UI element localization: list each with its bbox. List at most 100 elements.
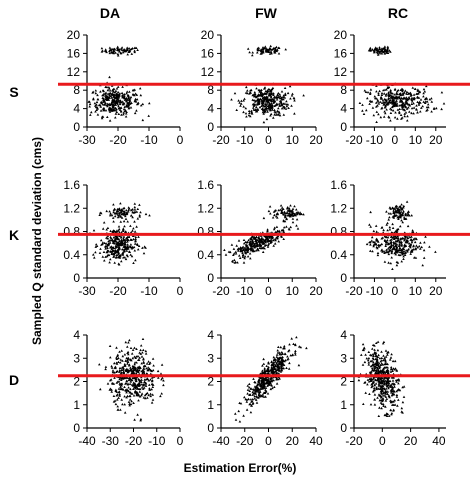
data-point: [133, 210, 137, 214]
data-point: [262, 376, 265, 379]
data-point: [126, 255, 129, 258]
data-point: [142, 386, 146, 389]
data-point: [385, 51, 388, 54]
data-point: [389, 242, 393, 245]
data-point: [88, 105, 91, 108]
data-point: [135, 391, 138, 394]
data-point: [125, 356, 128, 360]
data-point: [257, 378, 261, 381]
data-point: [133, 111, 137, 115]
data-point: [422, 95, 425, 98]
data-point: [371, 364, 374, 367]
data-point: [234, 252, 238, 255]
x-tick-label: 0: [392, 133, 399, 147]
data-point: [117, 244, 120, 247]
data-point: [105, 103, 109, 107]
data-point: [394, 235, 397, 238]
data-point: [116, 353, 120, 356]
data-point: [108, 75, 111, 79]
data-point: [251, 401, 255, 405]
data-point: [122, 95, 126, 98]
data-point: [261, 393, 265, 396]
data-point: [129, 253, 132, 256]
data-point: [273, 51, 277, 54]
data-point: [372, 389, 376, 392]
data-point: [267, 88, 270, 91]
data-point: [265, 90, 269, 93]
data-point: [245, 85, 248, 89]
data-point: [108, 344, 112, 347]
data-point: [138, 369, 141, 372]
data-point: [242, 414, 245, 417]
data-point: [386, 238, 389, 242]
data-point: [125, 391, 128, 394]
data-point: [258, 242, 262, 245]
data-point: [106, 253, 110, 256]
data-point: [100, 116, 104, 120]
data-point: [406, 119, 409, 122]
data-point: [120, 349, 123, 352]
data-point: [408, 214, 411, 217]
data-point: [243, 97, 246, 100]
data-point: [276, 230, 279, 233]
data-point: [407, 106, 410, 109]
data-point: [129, 245, 133, 249]
data-point: [119, 361, 122, 364]
data-point: [401, 89, 404, 93]
data-point: [100, 47, 104, 50]
data-point: [398, 92, 401, 96]
data-point: [389, 370, 393, 373]
data-point: [105, 94, 109, 97]
data-point: [115, 99, 118, 102]
data-point: [373, 97, 377, 100]
data-point: [295, 218, 299, 221]
data-point: [98, 103, 102, 107]
data-point: [269, 241, 272, 244]
data-point: [246, 388, 250, 391]
data-point: [384, 94, 388, 97]
data-point: [258, 244, 261, 247]
data-point: [283, 107, 286, 110]
data-point: [116, 85, 120, 88]
y-tick-label: 0.8: [330, 225, 347, 239]
data-point: [117, 247, 121, 251]
data-point: [112, 255, 115, 258]
data-point: [276, 357, 280, 360]
data-point: [255, 401, 259, 404]
data-point: [115, 242, 118, 246]
data-point: [282, 237, 285, 240]
data-point: [245, 408, 249, 411]
data-point: [104, 109, 108, 112]
data-point: [258, 390, 261, 394]
data-point: [275, 212, 279, 215]
data-point: [391, 236, 395, 239]
data-point: [372, 244, 375, 248]
data-point: [401, 237, 405, 240]
data-point: [148, 388, 151, 391]
data-point: [111, 370, 115, 374]
data-point: [410, 98, 413, 101]
data-point: [120, 378, 123, 381]
data-point: [238, 101, 241, 104]
data-point: [371, 381, 375, 384]
data-point: [395, 369, 399, 372]
data-point: [280, 235, 283, 238]
data-point: [406, 213, 410, 216]
data-point: [117, 211, 121, 214]
data-point: [430, 110, 433, 113]
data-point: [363, 89, 367, 92]
data-point: [140, 380, 143, 383]
data-point: [405, 200, 409, 203]
data-point: [120, 243, 124, 246]
data-point: [383, 110, 386, 113]
data-point: [389, 244, 393, 247]
data-point: [240, 99, 243, 102]
data-point: [395, 263, 399, 267]
data-point: [387, 261, 390, 264]
data-point: [95, 244, 99, 247]
data-point: [280, 229, 284, 232]
data-point: [261, 381, 265, 384]
data-point: [105, 50, 108, 54]
data-point: [277, 91, 280, 95]
data-point: [96, 107, 99, 110]
